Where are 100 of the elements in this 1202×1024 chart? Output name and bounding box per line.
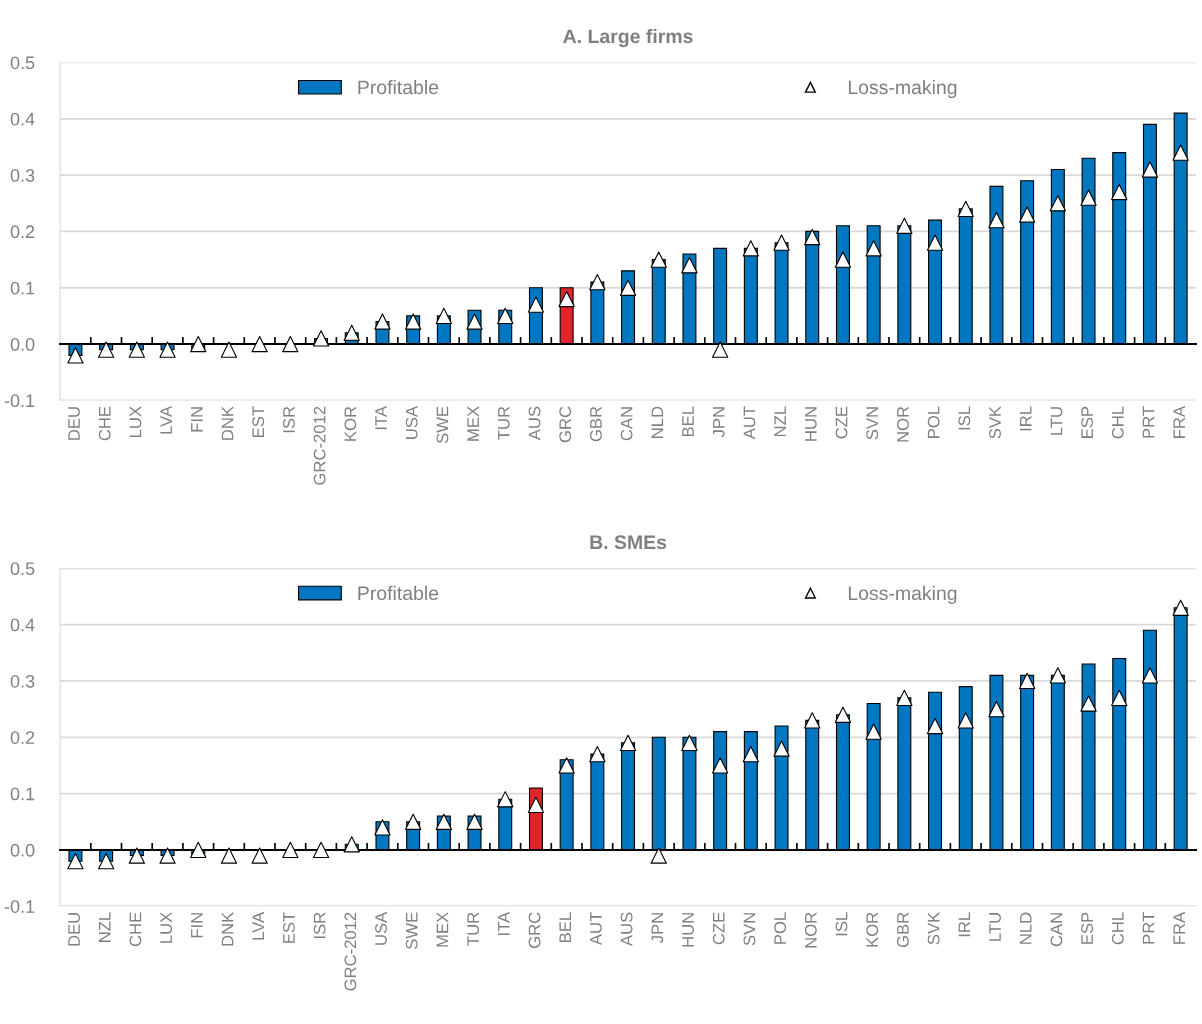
y-tick-label: 0.4 [10,112,35,126]
x-tick-label: CHL [1111,406,1124,439]
x-tick-label: GRC [528,912,541,948]
y-tick-label: 0.0 [10,843,35,857]
x-tick-label: NOR [897,406,909,442]
x-tick-label: LVA [252,911,264,940]
x-tick-label: NOR [804,912,817,948]
chart-title: A. Large firms [563,28,693,48]
point [742,240,760,257]
x-tick-label: PRT [1142,912,1155,944]
x-tick-label: HUN [682,913,694,947]
point [773,740,790,757]
point [988,700,1005,718]
y-tick-label: 0.2 [10,731,35,744]
x-tick-label: HUN [805,407,817,441]
point [527,796,545,814]
x-tick-label: ISL [958,406,971,430]
point [1141,667,1159,684]
x-tick-label: AUS [620,912,633,947]
point [190,335,207,353]
x-tick-label: NZL [774,406,786,437]
y-tick-label: -0.1 [4,394,35,408]
y-tick-label: 0.2 [10,225,35,239]
point [1111,689,1128,707]
x-tick-label: PRT [1142,406,1155,438]
point [865,723,882,740]
point [1172,599,1189,616]
x-tick-label: LUX [129,406,142,437]
point [711,757,729,774]
x-tick-label: SVN [743,913,756,946]
point [435,813,453,830]
x-tick-label: GRC-2012 [313,406,326,485]
x-tick-label: NZL [98,912,111,942]
point [558,290,575,308]
x-tick-label: SVK [927,911,940,945]
point [251,847,268,864]
point [1080,695,1097,712]
x-tick-label: TUR [498,406,510,440]
point [159,341,176,358]
x-tick-label: ESP [1081,912,1094,944]
point [1141,161,1159,178]
point [1018,672,1036,690]
x-tick-label: LTU [1050,407,1063,435]
chart-title: B. SMEs [590,535,667,550]
point [343,836,360,853]
point [834,706,852,723]
point [773,234,790,251]
point [435,307,453,325]
point [97,853,115,870]
x-tick-label: USA [405,405,418,439]
x-tick-label: ISR [283,406,295,433]
point [374,313,391,330]
point [804,712,821,729]
x-tick-label: CZE [712,912,725,945]
y-tick-label: 0.0 [10,338,35,351]
point [804,228,821,246]
point [619,279,637,296]
x-tick-label: ITA [375,405,387,430]
point [404,813,422,830]
x-tick-label: FIN [191,913,203,938]
x-tick-label: EST [283,912,295,943]
x-tick-label: SWE [436,406,449,444]
x-tick-label: NLD [1019,912,1032,944]
x-tick-label: MEX [467,406,479,441]
point [1018,206,1036,223]
y-tick-label: 0.5 [10,56,35,70]
point [374,819,391,836]
x-tick-label: KOR [866,912,879,947]
x-tick-label: SVN [866,407,879,440]
point [1049,195,1067,212]
y-tick-label: 0.5 [10,562,35,576]
point [896,217,913,234]
x-tick-label: KOR [344,406,357,441]
x-tick-label: MEX [436,912,449,947]
point [742,746,760,763]
x-tick-label: CHE [129,912,142,947]
point [1111,183,1128,201]
x-tick-label: IRL [1019,406,1032,431]
x-tick-label: LTU [989,913,1001,941]
point [251,335,268,353]
y-tick-label: -0.1 [4,900,35,913]
y-tick-label: 0.4 [10,618,35,632]
x-tick-label: AUT [743,406,756,440]
legend-label: Loss-making [848,79,957,99]
x-tick-label: BEL [559,912,571,942]
x-tick-label: BEL [682,406,694,437]
x-tick-label: POL [927,406,940,438]
point [896,689,913,707]
point [497,307,514,325]
x-tick-label: DEU [68,407,80,440]
point [159,847,176,864]
x-tick-label: ESP [1081,406,1094,438]
y-tick-label: 0.3 [10,169,35,182]
point [957,712,974,729]
x-tick-label: ITA [498,911,510,935]
legend-label: Profitable [358,585,439,601]
x-tick-label: CHL [1111,912,1124,945]
point [497,791,514,808]
x-tick-label: CZE [835,406,848,439]
x-tick-label: POL [774,912,787,944]
